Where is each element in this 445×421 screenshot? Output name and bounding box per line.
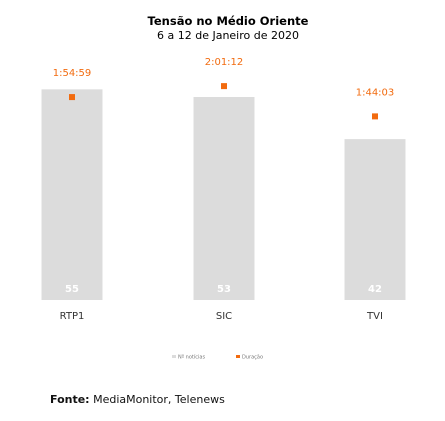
duration-marker (372, 113, 378, 120)
bar-tvi (344, 139, 406, 300)
source-text: MediaMonitor, Telenews (89, 393, 225, 406)
bar-value-label: 42 (368, 284, 382, 295)
duration-label: 1:44:03 (356, 87, 395, 98)
legend-swatch (236, 355, 240, 358)
bar-value-label: 55 (65, 284, 79, 295)
legend-swatch (172, 355, 176, 358)
bar-rtp1 (41, 89, 103, 300)
duration-marker (221, 83, 227, 90)
chart-subtitle: 6 a 12 de Janeiro de 2020 (157, 29, 299, 42)
x-tick-label: SIC (216, 311, 232, 322)
legend-label: Nº notícias (178, 354, 205, 361)
chart-title: Tensão no Médio Oriente (148, 14, 309, 28)
bar-value-label: 53 (217, 284, 231, 295)
duration-marker (69, 94, 75, 101)
duration-label: 2:01:12 (205, 57, 244, 68)
x-tick-label: RTP1 (60, 311, 85, 322)
legend: Nº notícias Duração (172, 354, 263, 361)
source-label: Fonte: (50, 393, 90, 406)
source-note: Fonte: MediaMonitor, Telenews (50, 393, 225, 406)
plot-area: 55 RTP1 1:54:59 53 SIC 2:01:12 42 TVI 1:44:03 (41, 57, 406, 322)
duration-label: 1:54:59 (53, 68, 92, 79)
bar-sic (193, 97, 255, 300)
legend-label: Duração (242, 355, 263, 361)
x-tick-label: TVI (366, 311, 383, 322)
